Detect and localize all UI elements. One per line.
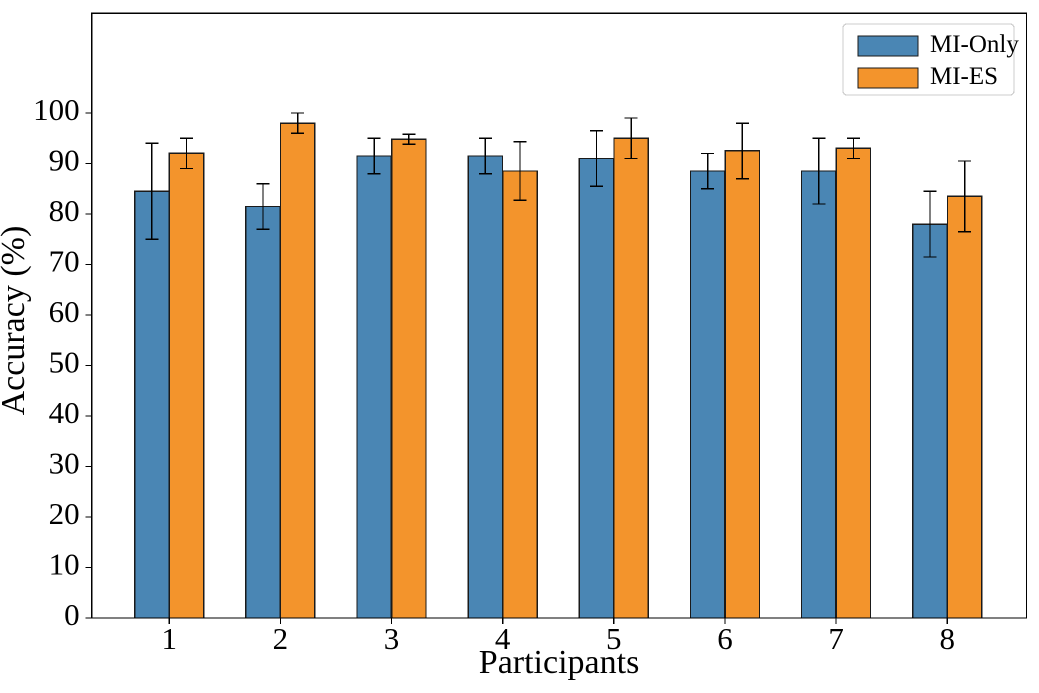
svg-text:30: 30 [49,446,80,481]
svg-text:MI-ES: MI-ES [930,63,998,90]
svg-text:60: 60 [49,294,80,329]
svg-text:7: 7 [828,621,844,656]
svg-text:70: 70 [49,244,80,279]
svg-text:50: 50 [49,345,80,380]
svg-text:Accuracy (%): Accuracy (%) [0,226,32,416]
svg-text:100: 100 [33,92,80,127]
svg-text:0: 0 [64,597,80,632]
svg-text:1: 1 [161,621,177,656]
svg-text:20: 20 [49,496,80,531]
svg-text:MI-Only: MI-Only [930,31,1019,58]
svg-text:2: 2 [273,621,289,656]
svg-text:3: 3 [384,621,400,656]
svg-text:10: 10 [49,547,80,582]
svg-text:80: 80 [49,193,80,228]
svg-text:90: 90 [49,143,80,178]
svg-text:8: 8 [940,621,956,656]
svg-text:6: 6 [717,621,733,656]
svg-text:40: 40 [49,395,80,430]
svg-text:Participants: Participants [479,644,640,681]
